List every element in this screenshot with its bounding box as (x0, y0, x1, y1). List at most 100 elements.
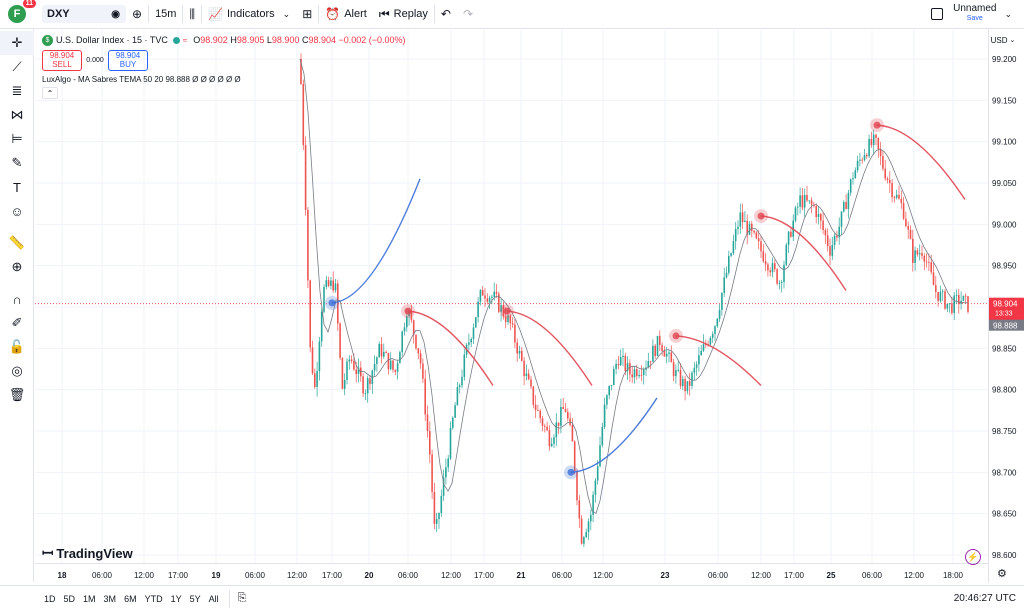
trendline-icon[interactable]: ⟋ (12, 59, 22, 74)
watchlist-eye-icon[interactable]: ◉ (111, 8, 120, 20)
unlock-icon[interactable]: 🔓 (8, 339, 26, 354)
candle-body (320, 311, 323, 342)
candle-body (396, 363, 399, 372)
replay-icon: ⏮ (378, 6, 390, 21)
candle-body (774, 263, 776, 270)
utc-clock[interactable]: 20:46:27 UTC (953, 593, 1016, 604)
range-3m[interactable]: 3M (103, 593, 117, 604)
price-chart[interactable] (35, 30, 988, 563)
timeframe-button[interactable]: 15m (149, 0, 182, 29)
ruler-icon[interactable]: 📏 (8, 235, 26, 250)
save-link[interactable]: Save (966, 15, 983, 22)
candle-body (925, 261, 928, 263)
avatar-letter: F (13, 8, 21, 20)
user-avatar[interactable]: F 11 (8, 0, 36, 23)
time-axis[interactable]: 18 06:00 12:00 17:00 19 06:00 12:00 17:00 20 06:0… (35, 563, 988, 585)
candle-body (716, 318, 719, 327)
time-axis-labels: 18 06:00 12:00 17:00 19 06:00 12:00 17:00 20 06:0… (58, 571, 964, 580)
range-5y[interactable]: 5Y (189, 593, 201, 604)
candle-body (843, 201, 845, 212)
candle-body (686, 381, 689, 392)
candle-body (928, 261, 930, 263)
chart-pane[interactable] (35, 30, 988, 563)
time-tick-label: 19 (212, 571, 221, 580)
collapse-legend-button[interactable]: ⌃ (42, 87, 58, 99)
symbol-search[interactable]: DXY ◉ (42, 5, 126, 23)
currency-button[interactable]: USD ⌄ (988, 33, 1018, 47)
candle-body (541, 418, 544, 426)
range-1d[interactable]: 1D (44, 593, 56, 604)
divider (318, 5, 320, 23)
candle-body (797, 206, 799, 208)
crosshair-icon[interactable]: ✛ (0, 31, 34, 55)
magnet-icon[interactable]: ∩ (12, 291, 22, 307)
candle-body (560, 407, 562, 426)
replay-label: Replay (393, 8, 428, 20)
candle-body (930, 262, 932, 273)
layout-menu[interactable]: Unnamed Save ⌄ (931, 4, 1012, 24)
range-1m[interactable]: 1M (83, 593, 96, 604)
symbol-title[interactable]: U.S. Dollar Index · 15 · TVC (56, 35, 168, 45)
lightning-icon[interactable]: ⚡ (965, 549, 981, 565)
trash-icon[interactable]: 🗑 (8, 387, 26, 402)
templates-button[interactable]: ⊞ (296, 0, 318, 29)
redo-button[interactable]: ↷ (457, 0, 479, 29)
compare-button[interactable]: ⊕ (126, 0, 148, 29)
candle-body (518, 350, 521, 354)
buy-button[interactable]: 98.904 BUY (108, 49, 148, 71)
eye-icon[interactable]: ◎ (11, 363, 23, 378)
range-all[interactable]: All (208, 593, 219, 604)
candle-body (702, 344, 705, 351)
emoji-icon[interactable]: ☺ (10, 203, 24, 219)
candle-body (410, 311, 413, 321)
candle-body (854, 170, 857, 179)
notification-badge: 11 (22, 0, 36, 8)
layout-checkbox-icon[interactable] (931, 8, 944, 20)
fib-icon[interactable]: ≣ (11, 83, 23, 98)
candle-body (877, 137, 880, 150)
candle-body (550, 443, 553, 447)
brush-icon[interactable]: ✎ (11, 155, 23, 170)
chevron-down-icon[interactable]: ⌄ (1004, 8, 1012, 19)
undo-button[interactable]: ↶ (435, 0, 457, 29)
candle-body (454, 405, 456, 418)
candle-body (693, 367, 696, 373)
range-6m[interactable]: 6M (124, 593, 137, 604)
candle-body (856, 160, 859, 171)
pattern-icon[interactable]: ⋈ (10, 107, 24, 122)
candle-body (440, 495, 443, 514)
candle-body (836, 235, 838, 238)
range-1y[interactable]: 1Y (170, 593, 182, 604)
close-value: 98.904 (308, 35, 336, 45)
chevron-down-icon[interactable]: ⌄ (282, 8, 291, 19)
zoom-icon[interactable]: ⊕ (11, 259, 23, 274)
open-value: 98.902 (200, 35, 228, 45)
text-icon[interactable]: T (13, 179, 21, 195)
price-axis[interactable]: 99.200 99.150 99.100 99.050 99.000 98.950 98.9… (988, 30, 1024, 583)
replay-button[interactable]: ⏮ Replay (373, 0, 434, 29)
goto-date-icon[interactable]: ⎘ (237, 592, 247, 604)
candle-body (882, 156, 884, 169)
indicators-button[interactable]: 📈 Indicators ⌄ (202, 0, 296, 29)
candle-body (746, 220, 748, 235)
candle-body (955, 294, 958, 296)
alert-button[interactable]: ⏰ Alert (319, 0, 373, 29)
candle-body (870, 138, 873, 146)
candle-body (776, 269, 778, 284)
range-5d[interactable]: 5D (63, 593, 76, 604)
candle-body (610, 384, 613, 386)
position-icon[interactable]: ⊨ (11, 131, 23, 146)
lock-drawing-icon[interactable]: ✐ (11, 315, 23, 330)
candle-body (785, 244, 788, 265)
chart-type-button[interactable]: ⫼ (183, 0, 201, 29)
candle-body (343, 379, 346, 389)
candle-body (815, 206, 817, 218)
settings-gear-icon[interactable]: ⚙ (997, 568, 1007, 580)
divider (201, 5, 202, 23)
candle-body (723, 277, 725, 293)
sell-button[interactable]: 98.904 SELL (42, 49, 82, 71)
range-ytd[interactable]: YTD (144, 593, 163, 604)
candle-body (562, 407, 564, 410)
drawing-toolbar: ✛ ⟋ ≣ ⋈ ⊨ ✎ T ☺ 📏 ⊕ ∩ ✐ 🔓 ◎ 🗑 (0, 29, 34, 582)
indicator-legend[interactable]: LuxAlgo - MA Sabres TEMA 50 20 98.888 Ø … (42, 75, 241, 84)
